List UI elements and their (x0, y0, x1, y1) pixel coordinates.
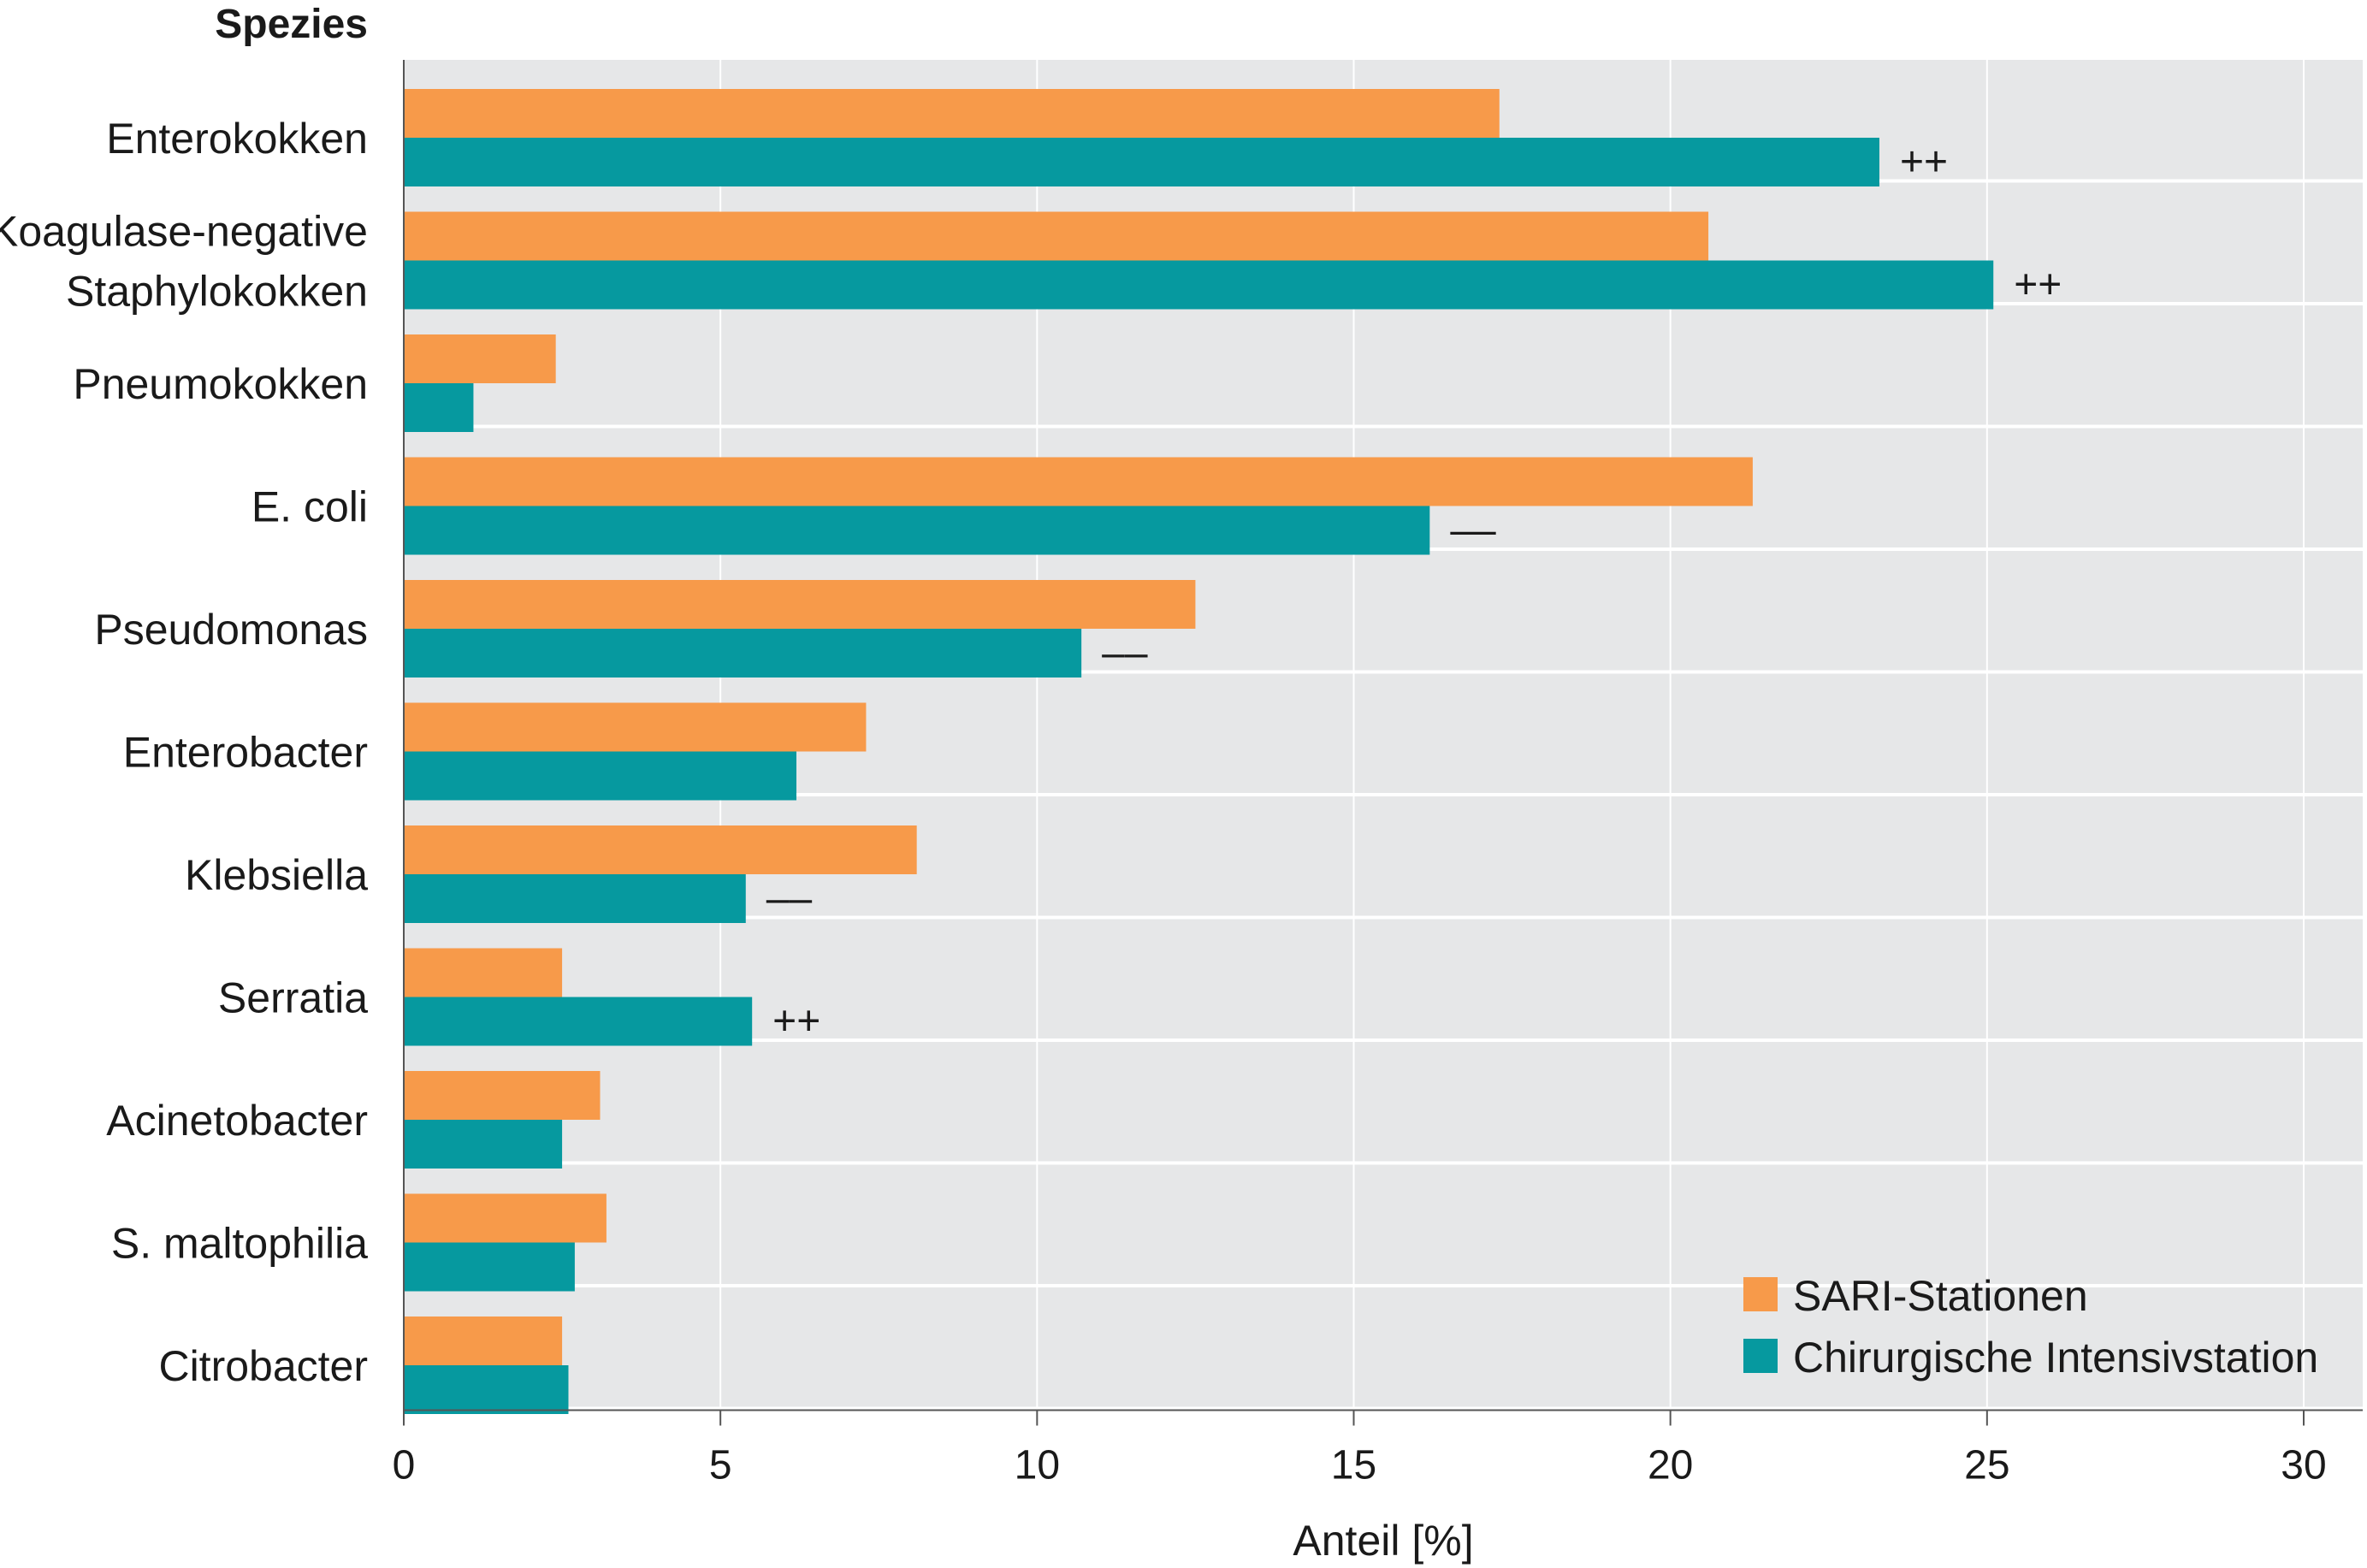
band-pneumokokken (404, 305, 2363, 425)
category-label-enterobacter: Enterobacter (123, 729, 368, 777)
bar-chirurgische-intensivstation-enterobacter (404, 751, 797, 801)
x-axis-label: Anteil [%] (1293, 1517, 1473, 1565)
legend-swatch-chirurgische (1743, 1339, 1778, 1373)
category-label-klebsiella: Klebsiella (185, 851, 368, 899)
bar-chirurgische-intensivstation-s-maltophilia (404, 1242, 575, 1292)
category-label-enterokokken: Enterokokken (106, 115, 368, 163)
x-tick-label-30: 30 (2281, 1443, 2326, 1488)
bar-chirurgische-intensivstation-pneumokokken (404, 383, 474, 432)
x-tick-label-5: 5 (709, 1443, 732, 1488)
bar-sari-stationen-s-maltophilia (404, 1193, 607, 1243)
category-label-pneumokokken: Pneumokokken (73, 360, 368, 408)
x-tick-label-0: 0 (393, 1443, 416, 1488)
bar-sari-stationen-pseudomonas (404, 580, 1196, 629)
sig-mark-e-coli: –– (1450, 508, 1496, 553)
category-label-koagulase-negative-staphylokokken-1: Staphylokokken (66, 268, 368, 316)
bar-chirurgische-intensivstation-acinetobacter (404, 1120, 563, 1169)
x-tick-label-10: 10 (1015, 1443, 1060, 1488)
x-tick-label-20: 20 (1648, 1443, 1693, 1488)
sig-mark-klebsiella: –– (766, 876, 813, 921)
bars (404, 89, 1994, 1414)
category-label-serratia: Serratia (218, 974, 368, 1022)
category-axis-title: Spezies (215, 2, 368, 47)
x-tick-label-25: 25 (1964, 1443, 2009, 1488)
bar-chirurgische-intensivstation-pseudomonas (404, 629, 1082, 677)
x-tick-label-15: 15 (1331, 1443, 1376, 1488)
bar-chirurgische-intensivstation-serratia (404, 997, 753, 1046)
category-label-pseudomonas: Pseudomonas (94, 606, 368, 654)
legend: SARI-Stationen Chirurgische Intensivstat… (1743, 1272, 2318, 1382)
band-s-maltophilia (404, 1164, 2363, 1284)
category-label-e-coli: E. coli (251, 483, 368, 531)
bar-sari-stationen-acinetobacter (404, 1071, 601, 1120)
bar-sari-stationen-citrobacter (404, 1317, 563, 1365)
bar-chirurgische-intensivstation-klebsiella (404, 874, 746, 923)
category-label-koagulase-negative-staphylokokken-0: Koagulase-negative (0, 208, 368, 256)
category-label-acinetobacter: Acinetobacter (106, 1097, 368, 1145)
bar-chirurgische-intensivstation-enterokokken (404, 138, 1879, 186)
bar-sari-stationen-pneumokokken (404, 334, 556, 383)
legend-label-chirurgische: Chirurgische Intensivstation (1793, 1334, 2318, 1382)
bar-sari-stationen-e-coli (404, 457, 1753, 506)
legend-label-sari: SARI-Stationen (1793, 1272, 2088, 1320)
bar-chirurgische-intensivstation-koagulase-negative-staphylokokken (404, 260, 1994, 310)
bar-sari-stationen-klebsiella (404, 825, 917, 874)
bar-sari-stationen-koagulase-negative-staphylokokken (404, 211, 1709, 261)
bar-sari-stationen-enterokokken (404, 89, 1500, 138)
category-label-citrobacter: Citrobacter (158, 1342, 368, 1390)
significance-marks: ++ ++ –– –– –– ++ (766, 139, 2062, 1044)
category-label-s-maltophilia: S. maltophilia (111, 1220, 368, 1268)
sig-mark-serratia: ++ (772, 999, 820, 1044)
band-citrobacter (404, 1287, 2363, 1407)
bar-sari-stationen-serratia (404, 948, 563, 997)
x-axis: 0 5 10 15 20 25 30 (393, 60, 2363, 1488)
bar-sari-stationen-enterobacter (404, 702, 867, 752)
bar-chirurgische-intensivstation-e-coli (404, 506, 1430, 555)
sig-mark-pseudomonas: –– (1102, 630, 1148, 676)
bar-chirurgische-intensivstation-citrobacter (404, 1365, 569, 1414)
legend-swatch-sari (1743, 1277, 1778, 1311)
sig-mark-koagulase-negative-staphylokokken: ++ (2014, 263, 2062, 308)
category-labels: Enterokokken Koagulase-negative Staphyloko… (0, 115, 368, 1390)
band-acinetobacter (404, 1042, 2363, 1162)
sig-mark-enterokokken: ++ (1900, 139, 1948, 185)
